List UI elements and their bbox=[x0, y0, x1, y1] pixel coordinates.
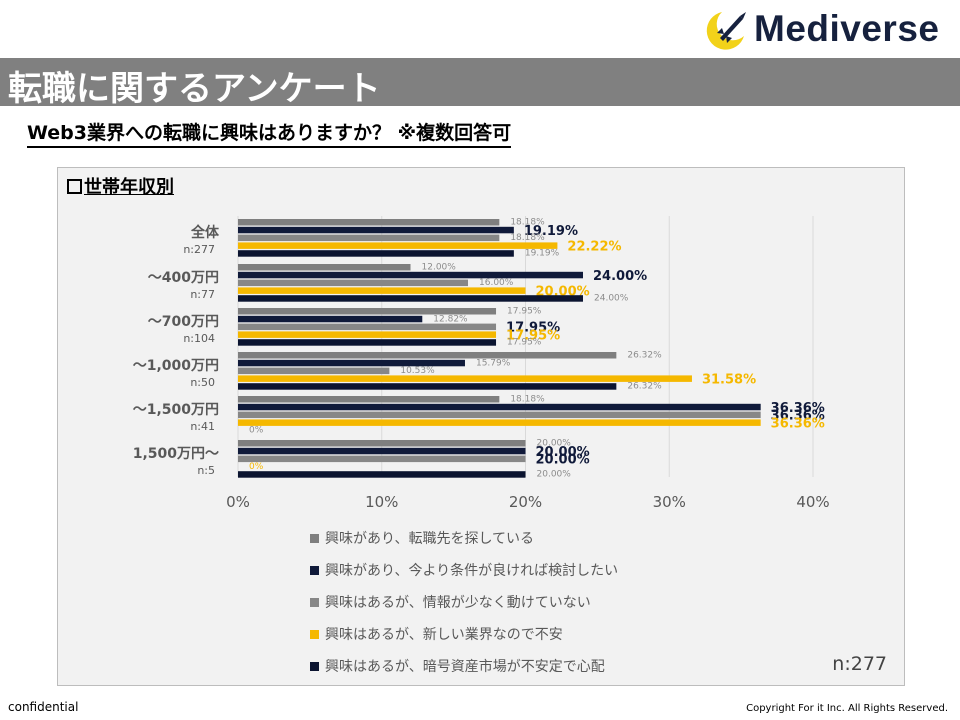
category-n-label: n:50 bbox=[190, 376, 215, 389]
data-label: 36.36% bbox=[771, 401, 825, 416]
bar bbox=[238, 315, 423, 323]
bar bbox=[238, 271, 583, 279]
data-label: 26.32% bbox=[627, 382, 662, 392]
survey-question: Web3業界への転職に興味はありますか？ ※複数回答可 bbox=[27, 118, 512, 148]
bar bbox=[238, 396, 500, 403]
checkbox-icon bbox=[67, 179, 82, 194]
legend-swatch bbox=[310, 534, 319, 543]
x-tick-label: 40% bbox=[796, 493, 829, 511]
data-label: 17.95% bbox=[507, 307, 542, 317]
data-label: 0% bbox=[249, 462, 264, 472]
data-label: 15.79% bbox=[476, 358, 511, 368]
bar bbox=[238, 339, 497, 346]
data-label: 17.95% bbox=[506, 328, 560, 343]
data-label: 26.32% bbox=[627, 351, 662, 361]
confidential-label: confidential bbox=[8, 700, 79, 714]
bar bbox=[238, 447, 526, 455]
category-n-label: n:5 bbox=[197, 464, 215, 477]
data-label: 20.00% bbox=[536, 453, 590, 468]
data-label: 17.95% bbox=[506, 321, 560, 336]
bar bbox=[238, 471, 526, 478]
category-label: ～1,000万円 bbox=[133, 358, 219, 374]
chart-subtitle: 世帯年収別 bbox=[67, 173, 174, 199]
data-label: 24.00% bbox=[593, 269, 647, 284]
data-label: 16.00% bbox=[479, 278, 514, 288]
bar bbox=[238, 234, 500, 242]
rocket-moon-icon bbox=[706, 12, 746, 50]
data-label: 12.82% bbox=[433, 314, 468, 324]
data-label: 31.58% bbox=[702, 372, 756, 387]
bar bbox=[238, 411, 761, 419]
category-label: 全体 bbox=[190, 224, 220, 241]
bar bbox=[238, 308, 497, 315]
data-label: 18.18% bbox=[510, 218, 545, 228]
bar bbox=[238, 279, 468, 287]
legend-label: 興味はあるが、新しい業界なので不安 bbox=[325, 627, 563, 643]
bar bbox=[238, 219, 500, 226]
bar bbox=[238, 455, 526, 463]
legend-swatch bbox=[310, 566, 319, 575]
x-tick-label: 0% bbox=[226, 493, 250, 511]
bar bbox=[238, 419, 761, 426]
data-label: 12.00% bbox=[422, 263, 457, 273]
data-label: 19.19% bbox=[525, 249, 560, 259]
data-label: 36.36% bbox=[771, 409, 825, 424]
data-label: 17.95% bbox=[507, 338, 542, 348]
sample-size: n:277 bbox=[832, 653, 887, 675]
data-label: 20.00% bbox=[537, 470, 572, 480]
category-label: ～700万円 bbox=[148, 314, 219, 330]
legend-swatch bbox=[310, 630, 319, 639]
data-label: 36.36% bbox=[771, 416, 825, 431]
data-label: 22.22% bbox=[567, 239, 621, 254]
bar bbox=[238, 367, 390, 375]
legend-swatch bbox=[310, 662, 319, 671]
bar bbox=[238, 331, 497, 338]
bar bbox=[238, 226, 514, 234]
category-label: ～400万円 bbox=[148, 270, 219, 286]
data-label: 20.00% bbox=[536, 445, 590, 460]
category-n-label: n:41 bbox=[190, 420, 215, 433]
brand-logo: Mediverse bbox=[700, 6, 955, 52]
x-tick-label: 30% bbox=[653, 493, 686, 511]
bar bbox=[238, 295, 583, 302]
bar bbox=[238, 375, 692, 382]
category-n-label: n:277 bbox=[183, 243, 215, 256]
bar bbox=[238, 242, 558, 249]
legend-swatch bbox=[310, 598, 319, 607]
bar bbox=[238, 323, 497, 331]
data-label: 20.00% bbox=[537, 439, 572, 449]
bar bbox=[238, 383, 617, 390]
x-tick-label: 20% bbox=[509, 493, 542, 511]
bar bbox=[238, 287, 526, 294]
category-n-label: n:104 bbox=[183, 332, 215, 345]
bar bbox=[238, 352, 617, 359]
category-label: 1,500万円～ bbox=[133, 446, 219, 462]
data-label: 10.53% bbox=[400, 366, 435, 376]
legend-label: 興味があり、今より条件が良ければ検討したい bbox=[325, 562, 618, 579]
category-label: ～1,500万円 bbox=[133, 402, 219, 418]
chart-subtitle-text: 世帯年収別 bbox=[84, 177, 174, 198]
data-label: 19.19% bbox=[524, 224, 578, 239]
title-bar: 転職に関するアンケート bbox=[0, 58, 960, 109]
brand-name: Mediverse bbox=[754, 8, 940, 49]
bar bbox=[238, 250, 514, 257]
data-label: 18.18% bbox=[510, 233, 545, 243]
bar bbox=[238, 264, 411, 271]
legend-label: 興味はあるが、暗号資産市場が不安定で心配 bbox=[325, 658, 605, 675]
legend-label: 興味があり、転職先を探している bbox=[325, 531, 534, 547]
data-label: 18.18% bbox=[510, 395, 545, 405]
x-tick-label: 10% bbox=[365, 493, 398, 511]
bar bbox=[238, 359, 465, 367]
bar bbox=[238, 403, 761, 411]
bar bbox=[238, 440, 526, 447]
data-label: 24.00% bbox=[594, 294, 629, 304]
copyright: Copyright For it Inc. All Rights Reserve… bbox=[746, 703, 948, 714]
page-title: 転職に関するアンケート bbox=[8, 69, 381, 109]
legend-label: 興味はあるが、情報が少なく動けていない bbox=[325, 595, 591, 611]
data-label: 0% bbox=[249, 426, 264, 436]
category-n-label: n:77 bbox=[190, 288, 215, 301]
